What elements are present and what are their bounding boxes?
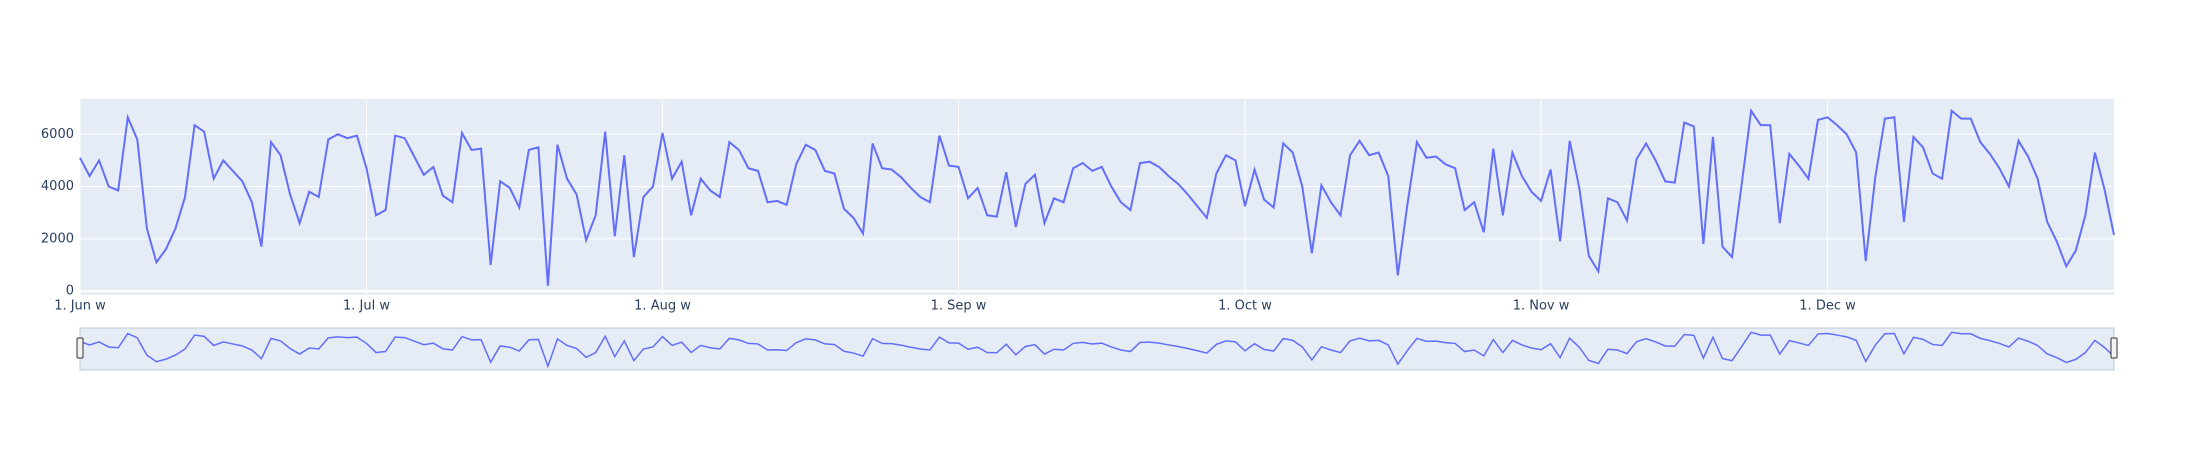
- x-tick-label: 1. Jul w: [343, 299, 390, 314]
- range-slider-handle[interactable]: [76, 337, 84, 359]
- y-tick-label: 2000: [41, 231, 74, 246]
- y-tick-label: 6000: [41, 127, 74, 142]
- x-tick-label: 1. Nov w: [1513, 299, 1570, 314]
- y-tick-label: 4000: [41, 179, 74, 194]
- y-tick-label: 0: [66, 284, 74, 299]
- x-tick-label: 1. Dec w: [1799, 299, 1856, 314]
- line: [79, 107, 2115, 286]
- x-tick-label: 1. Jun w: [54, 299, 106, 314]
- range-slider-handle[interactable]: [2110, 337, 2118, 359]
- x-tick-label: 1. Sep w: [931, 299, 987, 314]
- plot-area: [80, 99, 2114, 295]
- range-slider-line: [79, 331, 2115, 369]
- x-tick-label: 1. Aug w: [634, 299, 691, 314]
- range-slider[interactable]: [79, 327, 2115, 371]
- x-tick-label: 1. Oct w: [1218, 299, 1272, 314]
